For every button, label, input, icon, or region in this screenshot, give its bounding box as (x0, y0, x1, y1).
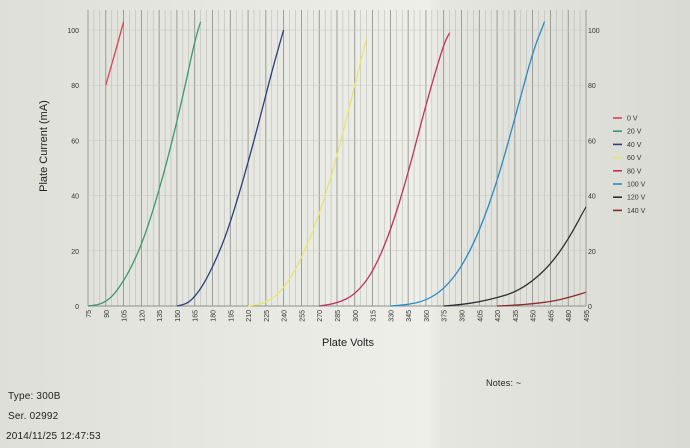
grid (87, 10, 587, 307)
x-tick-label: 255 (299, 310, 306, 322)
series-line (497, 291, 587, 307)
timestamp: 2014/11/25 12:47:53 (6, 431, 101, 442)
y-tick-label-left: 20 (71, 249, 79, 256)
x-tick-label: 165 (193, 310, 200, 322)
x-tick-label: 150 (175, 310, 182, 322)
y-tick-label-left: 100 (67, 28, 79, 35)
x-tick-label: 210 (246, 310, 253, 322)
x-tick-label: 360 (424, 310, 431, 322)
x-tick-label: 390 (460, 310, 467, 322)
legend-label: 80 V (627, 168, 642, 175)
tube-type: Type: 300B (8, 391, 61, 402)
notes: Notes: ~ (486, 378, 522, 388)
series-lines (87, 21, 587, 307)
y-tick-label-right: 100 (588, 28, 600, 35)
x-tick-label: 330 (388, 310, 395, 322)
y-tick-label-left: 60 (71, 138, 79, 145)
series-line (87, 21, 202, 307)
legend-label: 40 V (627, 142, 642, 149)
x-tick-label: 495 (584, 310, 591, 322)
legend-label: 60 V (627, 155, 642, 162)
y-tick-label-right: 60 (588, 138, 596, 145)
series-line (105, 21, 125, 86)
x-tick-label: 105 (122, 310, 129, 322)
x-tick-label: 435 (513, 310, 520, 322)
x-tick-label: 75 (86, 310, 93, 318)
x-tick-label: 450 (531, 310, 538, 322)
x-tick-label: 225 (264, 310, 271, 322)
y-tick-label-right: 20 (588, 249, 596, 256)
legend-label: 20 V (627, 129, 642, 136)
x-tick-label: 405 (477, 310, 484, 322)
series-line (176, 29, 285, 307)
series-line (319, 32, 451, 307)
legend: 0 V 20 V 40 V 60 V 80 V 100 V 120 V 140 V (613, 116, 646, 215)
y-tick-label-right: 40 (588, 194, 596, 201)
x-tick-label: 315 (371, 310, 378, 322)
x-tick-label: 480 (566, 310, 573, 322)
x-tick-label: 300 (353, 310, 360, 322)
y-tick-label-right: 0 (588, 304, 592, 311)
legend-label: 100 V (627, 182, 646, 189)
x-tick-label: 180 (211, 310, 218, 322)
x-tick-label: 465 (548, 310, 555, 322)
x-tick-label: 135 (157, 310, 164, 322)
y-tick-label-left: 80 (71, 83, 79, 90)
series-line (247, 37, 368, 307)
y-tick-label-left: 0 (75, 304, 79, 311)
x-tick-label: 90 (104, 310, 111, 318)
x-tick-label: 420 (495, 310, 502, 322)
x-tick-label: 270 (317, 310, 324, 322)
x-tick-label: 240 (282, 310, 289, 322)
x-tick-label: 285 (335, 310, 342, 322)
y-axis-title: Plate Current (mA) (38, 100, 50, 192)
serial-number: Ser. 02992 (8, 411, 59, 422)
legend-label: 120 V (627, 195, 646, 202)
x-tick-label: 375 (442, 310, 449, 322)
x-tick-label: 195 (228, 310, 235, 322)
legend-label: 140 V (627, 208, 646, 215)
x-tick-label: 345 (406, 310, 413, 322)
y-tick-label-left: 40 (71, 194, 79, 201)
series-line (443, 206, 587, 307)
x-tick-label: 120 (139, 310, 146, 322)
y-tick-label-right: 80 (588, 83, 596, 90)
x-axis-title: Plate Volts (322, 337, 374, 349)
legend-label: 0 V (627, 116, 638, 123)
series-line (390, 21, 546, 307)
